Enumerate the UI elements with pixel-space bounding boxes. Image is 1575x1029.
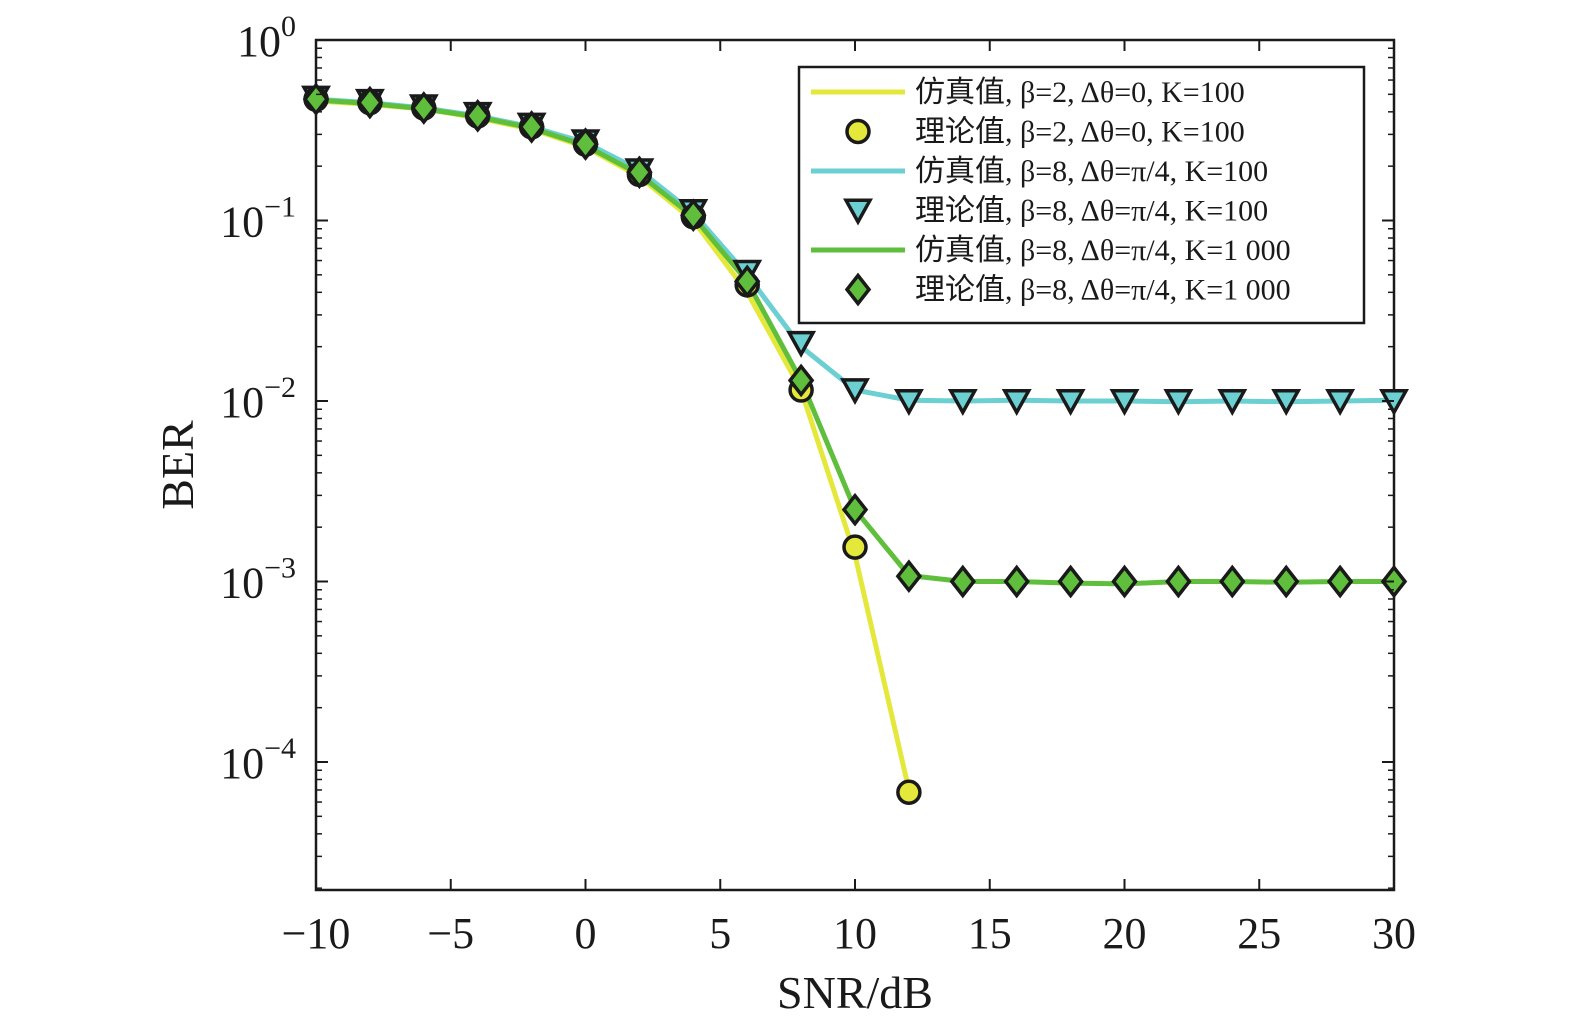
legend-label: 仿真值, β=2, Δθ=0, K=100 [915,76,1245,109]
legend-label: 理论值, β=2, Δθ=0, K=100 [915,116,1245,149]
data-point [1111,564,1138,599]
data-point [787,363,815,398]
legend-marker-swatch [843,198,873,226]
legend-label: 理论值, β=8, Δθ=π/4, K=1 000 [915,274,1291,307]
data-point [1001,389,1032,417]
data-point [949,564,977,599]
x-tick-label: 15 [968,909,1012,958]
data-point [1003,564,1030,599]
data-point [410,91,438,125]
legend-marker-swatch [844,272,872,307]
legend-label: 仿真值, β=8, Δθ=π/4, K=100 [915,155,1268,188]
legend-entry: 理论值, β=2, Δθ=0, K=100 [845,116,1245,149]
legend: 仿真值, β=2, Δθ=0, K=100 理论值, β=2, Δθ=0, K=1… [797,65,1366,325]
data-point [1057,564,1084,599]
data-point [786,330,817,358]
data-point [1109,389,1140,417]
legend-entry: 理论值, β=8, Δθ=π/4, K=1 000 [844,272,1291,307]
x-tick-label: −10 [282,909,351,958]
series-layer [301,82,1409,805]
x-tick-label: 5 [709,909,731,958]
data-point [680,198,707,233]
data-point [1163,389,1194,417]
data-point [1165,564,1192,599]
data-point [1055,389,1086,417]
data-point [518,110,545,144]
data-point [356,85,384,120]
data-point [840,378,870,406]
data-point [464,99,491,133]
legend-entries: 仿真值, β=2, Δθ=0, K=100 理论值, β=2, Δθ=0, K=1… [811,76,1291,307]
legend-entry: 仿真值, β=8, Δθ=π/4, K=100 [811,155,1268,188]
data-point [1272,564,1300,599]
data-point [895,559,923,594]
legend-label: 理论值, β=8, Δθ=π/4, K=100 [915,195,1268,228]
x-tick-label: 30 [1372,909,1416,958]
series-5 [302,82,1408,599]
data-point [302,82,330,117]
x-tick-label: −5 [427,909,474,958]
y-axis-title: BER [152,420,203,510]
tick-layer: −10 −5 0 5 10 15 20 25 30 100 10−1 10−2 10−3 10−4 [220,10,1416,958]
x-tick-label: 10 [833,909,877,958]
y-tick-label: 10−2 [220,371,296,427]
y-tick-label: 10−3 [220,552,296,608]
y-tick-label: 100 [237,10,296,66]
legend-marker-swatch [845,118,871,145]
data-point [1219,564,1246,599]
data-point [1271,389,1302,417]
x-tick-label: 20 [1103,909,1147,958]
legend-entry: 仿真值, β=2, Δθ=0, K=100 [811,76,1245,109]
x-tick-label: 25 [1237,909,1281,958]
data-point [626,155,653,190]
data-point [896,779,922,805]
data-point [1325,389,1356,417]
legend-label: 仿真值, β=8, Δθ=π/4, K=1 000 [915,234,1291,267]
data-point [947,389,978,417]
data-point [841,492,869,527]
legend-entry: 仿真值, β=8, Δθ=π/4, K=1 000 [811,234,1291,267]
legend-entry: 理论值, β=8, Δθ=π/4, K=100 [843,195,1268,228]
data-point [893,389,924,417]
data-point [1326,564,1354,599]
data-point [733,264,761,299]
data-point [1217,389,1248,417]
data-point [842,534,868,560]
x-axis-title: SNR/dB [777,967,933,1018]
y-tick-label: 10−1 [220,191,296,247]
y-tick-label: 10−4 [220,732,296,788]
legend-box [797,65,1366,325]
data-point [572,127,599,161]
x-tick-label: 0 [575,909,597,958]
